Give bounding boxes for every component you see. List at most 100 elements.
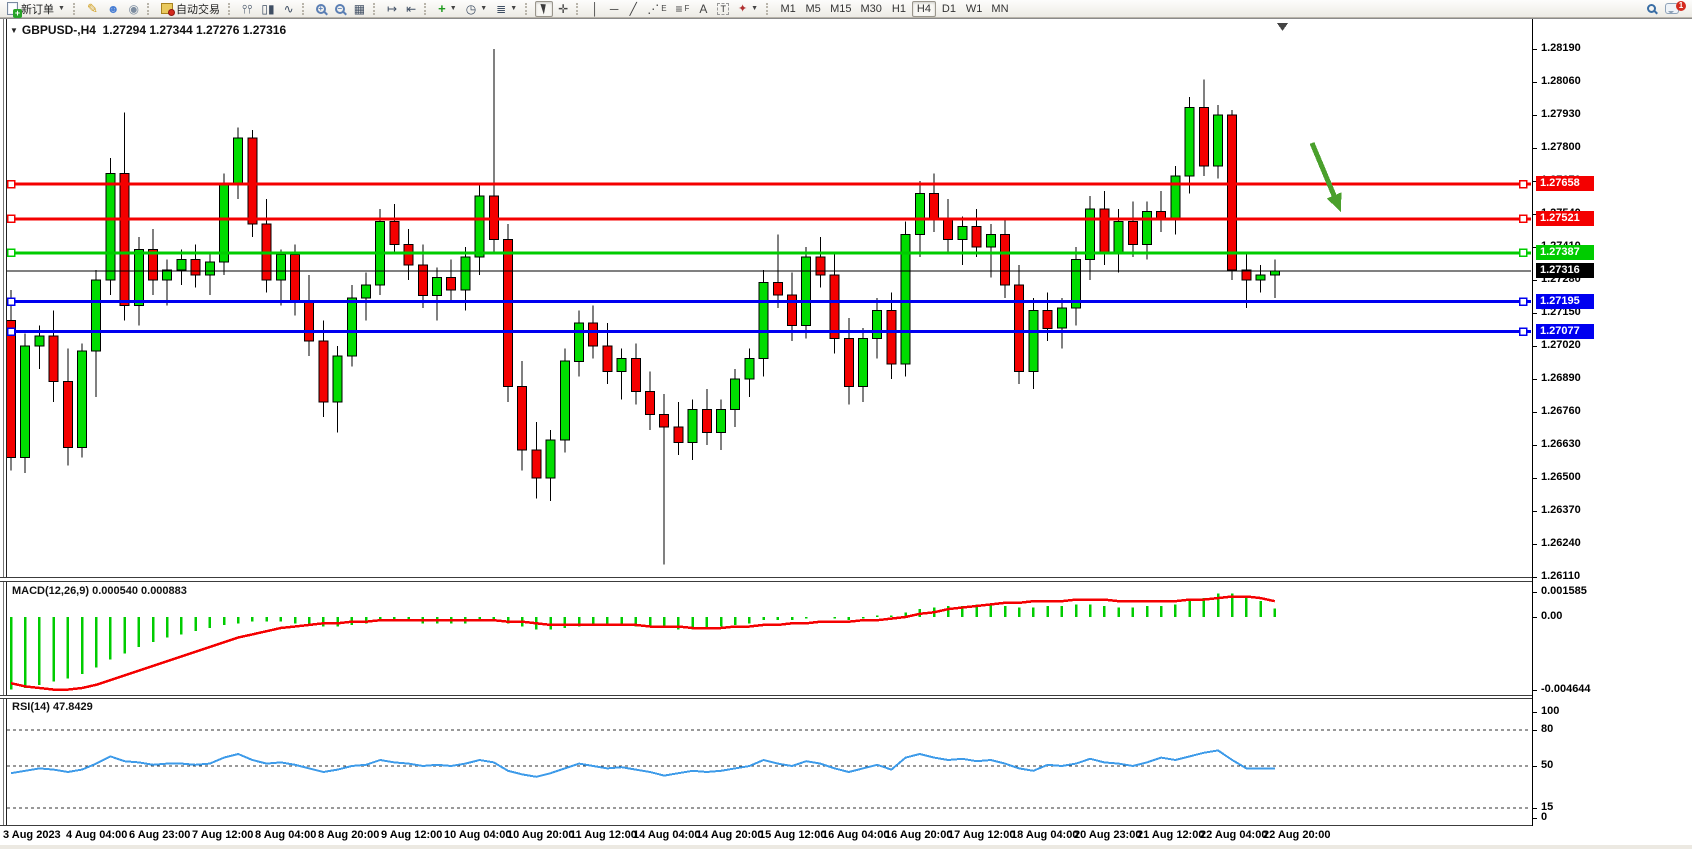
toolbar-grip — [424, 2, 430, 15]
cursor-button[interactable] — [535, 0, 554, 17]
new-order-button[interactable]: + 新订单 ▼ — [3, 1, 69, 18]
time-label: 14 Aug 20:00 — [696, 829, 764, 841]
candles — [7, 49, 1280, 565]
tile-windows-button[interactable]: ▦ — [350, 1, 369, 17]
rsi-line — [10, 749, 1275, 778]
line-chart-button[interactable]: ∿ — [280, 1, 298, 17]
price-tick-mark — [1533, 213, 1537, 215]
timeframe-D1[interactable]: D1 — [941, 2, 956, 15]
fibonacci-icon: ≡ — [675, 1, 683, 16]
time-label: 9 Aug 12:00 — [381, 829, 443, 841]
arrow-annotation[interactable] — [1309, 142, 1342, 212]
candlestick-chart-button[interactable]: ▯▮ — [257, 1, 278, 17]
line-handle[interactable] — [7, 248, 16, 258]
signals-button[interactable]: ◉ — [124, 1, 142, 17]
panel-separator[interactable] — [0, 695, 1692, 699]
collapse-triangle-icon[interactable]: ▼ — [10, 26, 18, 35]
price-axis[interactable]: 1.281901.280601.279301.278001.276701.275… — [1532, 19, 1692, 826]
timeframe-M1[interactable]: M1 — [780, 2, 796, 15]
macd-canvas[interactable] — [7, 582, 1531, 695]
text-icon: A — [699, 1, 708, 16]
panel-separator[interactable] — [0, 577, 1692, 582]
bar-chart-button[interactable]: ⫯⫯ — [238, 1, 256, 17]
line-handle[interactable] — [7, 214, 16, 224]
timeframe-M5[interactable]: M5 — [805, 2, 821, 15]
chart-shift-icon: ⇤ — [406, 1, 417, 16]
text-label-button[interactable]: T — [713, 1, 733, 17]
price-tick-label: 1.27150 — [1541, 305, 1581, 318]
zoom-in-icon: + — [315, 3, 326, 14]
time-label: 16 Aug 20:00 — [885, 829, 953, 841]
line-handle[interactable] — [7, 297, 16, 306]
time-label: 16 Aug 04:00 — [822, 829, 890, 841]
price-tick-label: 1.26500 — [1541, 470, 1581, 483]
periods-button[interactable]: ◷ ▼ — [462, 1, 491, 17]
price-tick-mark — [1533, 477, 1537, 479]
line-handle[interactable] — [1518, 214, 1528, 224]
toolbar-grip — [227, 2, 234, 15]
zoom-in-button[interactable]: + — [312, 1, 330, 17]
price-tick-mark — [1533, 576, 1537, 578]
profile-button[interactable]: ☻ — [103, 1, 124, 17]
level-price-label: 1.27316 — [1536, 262, 1594, 278]
line-handle[interactable] — [7, 327, 16, 336]
chat-button[interactable]: 1 — [1661, 0, 1686, 17]
price-tick-label: 1.26240 — [1541, 536, 1581, 549]
autotrading-icon — [160, 3, 175, 16]
timeframe-MN[interactable]: MN — [991, 2, 1009, 15]
status-strip — [0, 845, 1692, 849]
time-label: 6 Aug 23:00 — [129, 829, 191, 841]
line-handle[interactable] — [1518, 297, 1528, 306]
autotrading-label: 自动交易 — [175, 3, 220, 16]
line-handle[interactable] — [7, 179, 16, 189]
autotrading-button[interactable]: 自动交易 — [157, 1, 224, 17]
chart-shift-button[interactable]: ⇤ — [402, 1, 420, 17]
time-axis-separator — [0, 825, 1692, 826]
arrows-button[interactable]: ✦ ▼ — [734, 1, 762, 17]
crosshair-button[interactable]: ✛ — [554, 1, 572, 17]
time-label: 15 Aug 12:00 — [759, 829, 827, 841]
time-label: 8 Aug 04:00 — [255, 829, 317, 841]
vertical-line-button[interactable]: │ — [586, 1, 604, 17]
price-tick-mark — [1533, 543, 1537, 545]
timeframe-H1[interactable]: H1 — [891, 2, 906, 15]
ohlc-values: 1.27294 1.27344 1.27276 1.27316 — [102, 23, 287, 37]
horizontal-line-button[interactable]: ─ — [605, 1, 623, 17]
time-label: 4 Aug 04:00 — [66, 829, 128, 841]
channel-button[interactable]: ⋰ E — [647, 1, 667, 16]
rsi-canvas[interactable] — [7, 699, 1531, 825]
search-icon — [1646, 4, 1656, 13]
search-button[interactable] — [1642, 1, 1660, 17]
price-chart-canvas[interactable] — [7, 20, 1531, 578]
fibonacci-button[interactable]: ≡ F — [675, 1, 690, 16]
chart-window — [0, 18, 1692, 845]
timeframe-M30[interactable]: M30 — [860, 2, 882, 15]
crosshair-icon: ✛ — [558, 1, 569, 16]
auto-scroll-button[interactable]: ↦ — [383, 1, 401, 17]
line-handle[interactable] — [1518, 179, 1528, 189]
zoom-out-button[interactable]: − — [331, 1, 349, 17]
price-tick-mark — [1533, 510, 1537, 512]
price-tick-mark — [1533, 81, 1537, 83]
indicators-button[interactable]: + ▼ — [434, 1, 461, 17]
timeframe-H4[interactable]: H4 — [911, 0, 936, 17]
price-tick-label: 1.27800 — [1541, 140, 1581, 153]
trendline-button[interactable]: ╱ — [624, 1, 642, 17]
toolbar-grip — [146, 2, 153, 15]
rsi-tick-label: 100 — [1541, 705, 1560, 717]
price-tick-label: 1.26630 — [1541, 437, 1581, 450]
rsi-tick-mark — [1533, 808, 1537, 809]
macd-label: MACD(12,26,9) 0.000540 0.000883 — [12, 585, 187, 597]
candlestick-icon: ▯▮ — [261, 1, 275, 16]
time-axis[interactable]: 3 Aug 2023 4 Aug 04:00 6 Aug 23:00 7 Aug 12… — [0, 826, 1692, 845]
templates-button[interactable]: ≣ ▼ — [492, 1, 521, 17]
text-button[interactable]: A — [694, 1, 712, 17]
timeframe-W1[interactable]: W1 — [965, 2, 983, 15]
tile-windows-icon: ▦ — [353, 1, 366, 16]
level-price-label: 1.27387 — [1536, 244, 1594, 260]
timeframe-M15[interactable]: M15 — [830, 2, 852, 15]
line-handle[interactable] — [1518, 327, 1528, 336]
highlight-button[interactable]: ✎ — [83, 1, 102, 17]
price-tick-mark — [1533, 246, 1537, 248]
line-handle[interactable] — [1518, 248, 1528, 258]
